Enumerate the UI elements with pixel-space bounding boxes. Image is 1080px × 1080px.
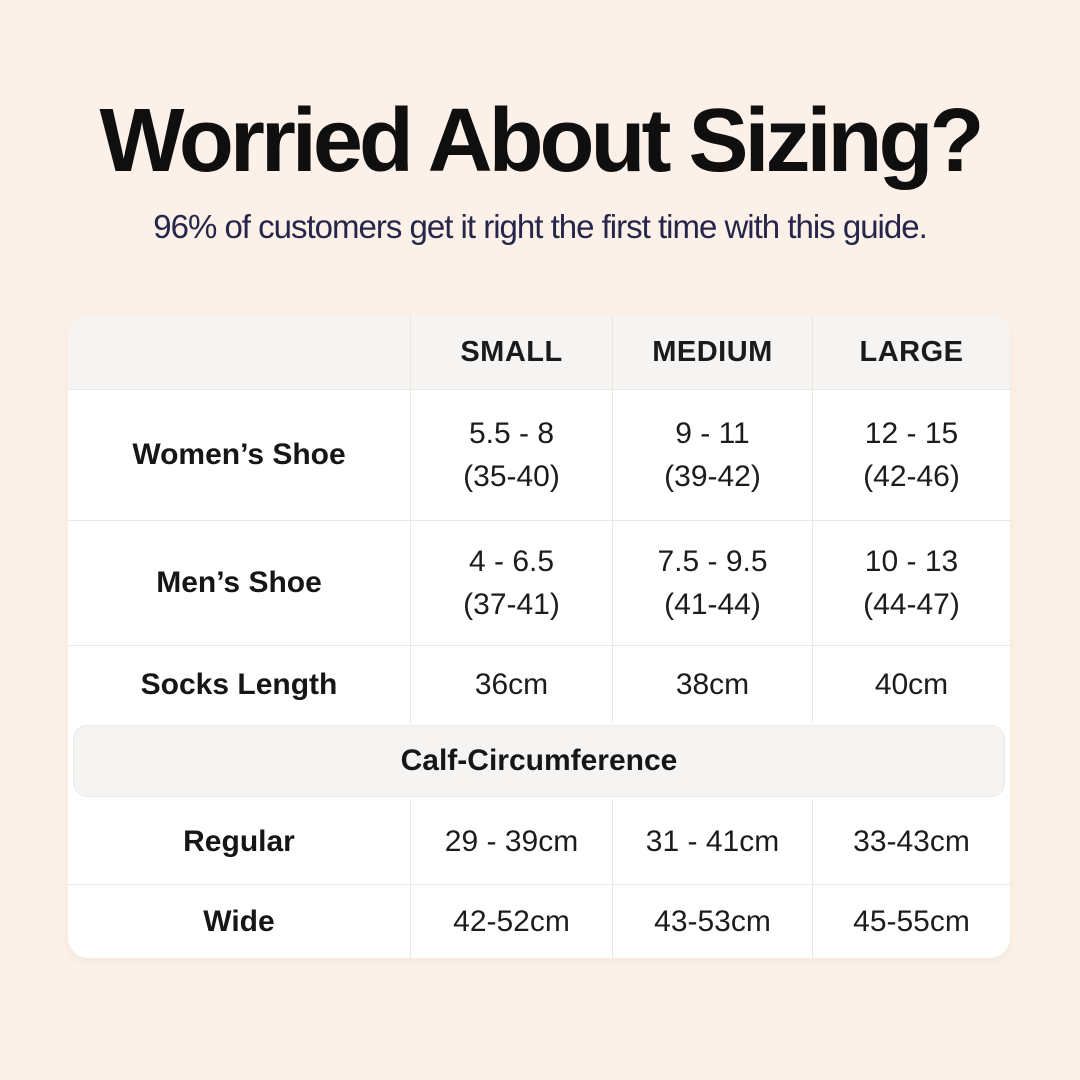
- cell-line: (35-40): [463, 460, 560, 493]
- row-label-mens-shoe: Men’s Shoe: [156, 566, 322, 599]
- table-row-womens-shoe: Women’s Shoe 5.5 - 8 (35-40) 9 - 11 (39-…: [68, 390, 1010, 520]
- cell-line: 12 - 15: [864, 416, 959, 450]
- cell-mens-large: 10 - 13 (44-47): [812, 521, 1010, 645]
- cell-womens-large: 12 - 15 (42-46): [812, 390, 1010, 520]
- cell-mens-small: 4 - 6.5 (37-41): [410, 521, 612, 645]
- cell-socks-medium: 38cm: [612, 646, 812, 723]
- cell-line: 7.5 - 9.5: [657, 544, 768, 578]
- cell-regular-small: 29 - 39cm: [410, 800, 612, 884]
- cell-wide-medium: 43-53cm: [612, 885, 812, 958]
- header-cell-empty: [68, 315, 410, 389]
- cell-womens-small: 5.5 - 8 (35-40): [410, 390, 612, 520]
- page-title: Worried About Sizing?: [99, 91, 985, 191]
- table-header-row: SMALL MEDIUM LARGE: [68, 315, 1010, 390]
- calf-circumference-band-row: Calf-Circumference: [68, 723, 1010, 800]
- cell-regular-large: 33-43cm: [812, 800, 1010, 884]
- cell-wide-small: 42-52cm: [410, 885, 612, 958]
- cell-regular-medium: 31 - 41cm: [612, 800, 812, 884]
- cell-line: 9 - 11: [675, 416, 750, 450]
- header-cell-medium: MEDIUM: [612, 315, 812, 389]
- cell-line: (44-47): [863, 588, 960, 621]
- cell-line: 10 - 13: [864, 544, 959, 578]
- table-row-wide: Wide 42-52cm 43-53cm 45-55cm: [68, 884, 1010, 958]
- cell-wide-large: 45-55cm: [812, 885, 1010, 958]
- table-row-mens-shoe: Men’s Shoe 4 - 6.5 (37-41) 7.5 - 9.5 (41…: [68, 520, 1010, 645]
- page-subtitle: 96% of customers get it right the first …: [153, 208, 928, 245]
- row-label-regular: Regular: [183, 825, 295, 858]
- calf-circumference-band: Calf-Circumference: [73, 725, 1005, 797]
- cell-line: (39-42): [664, 460, 761, 493]
- cell-mens-medium: 7.5 - 9.5 (41-44): [612, 521, 812, 645]
- cell-line: (41-44): [664, 588, 761, 621]
- table-row-regular: Regular 29 - 39cm 31 - 41cm 33-43cm: [68, 800, 1010, 884]
- table-row-socks-length: Socks Length 36cm 38cm 40cm: [68, 645, 1010, 723]
- cell-socks-small: 36cm: [410, 646, 612, 723]
- cell-line: (37-41): [463, 588, 560, 621]
- cell-line: 4 - 6.5: [468, 544, 555, 578]
- size-guide-table: SMALL MEDIUM LARGE Women’s Shoe 5.5 - 8 …: [68, 315, 1010, 958]
- row-label-socks-length: Socks Length: [140, 667, 338, 701]
- cell-line: (42-46): [863, 460, 960, 493]
- row-label-womens-shoe: Women’s Shoe: [132, 438, 346, 471]
- row-label-wide: Wide: [203, 904, 275, 938]
- cell-line: 5.5 - 8: [468, 416, 555, 450]
- cell-womens-medium: 9 - 11 (39-42): [612, 390, 812, 520]
- header-cell-small: SMALL: [410, 315, 612, 389]
- header-cell-large: LARGE: [812, 315, 1010, 389]
- cell-socks-large: 40cm: [812, 646, 1010, 723]
